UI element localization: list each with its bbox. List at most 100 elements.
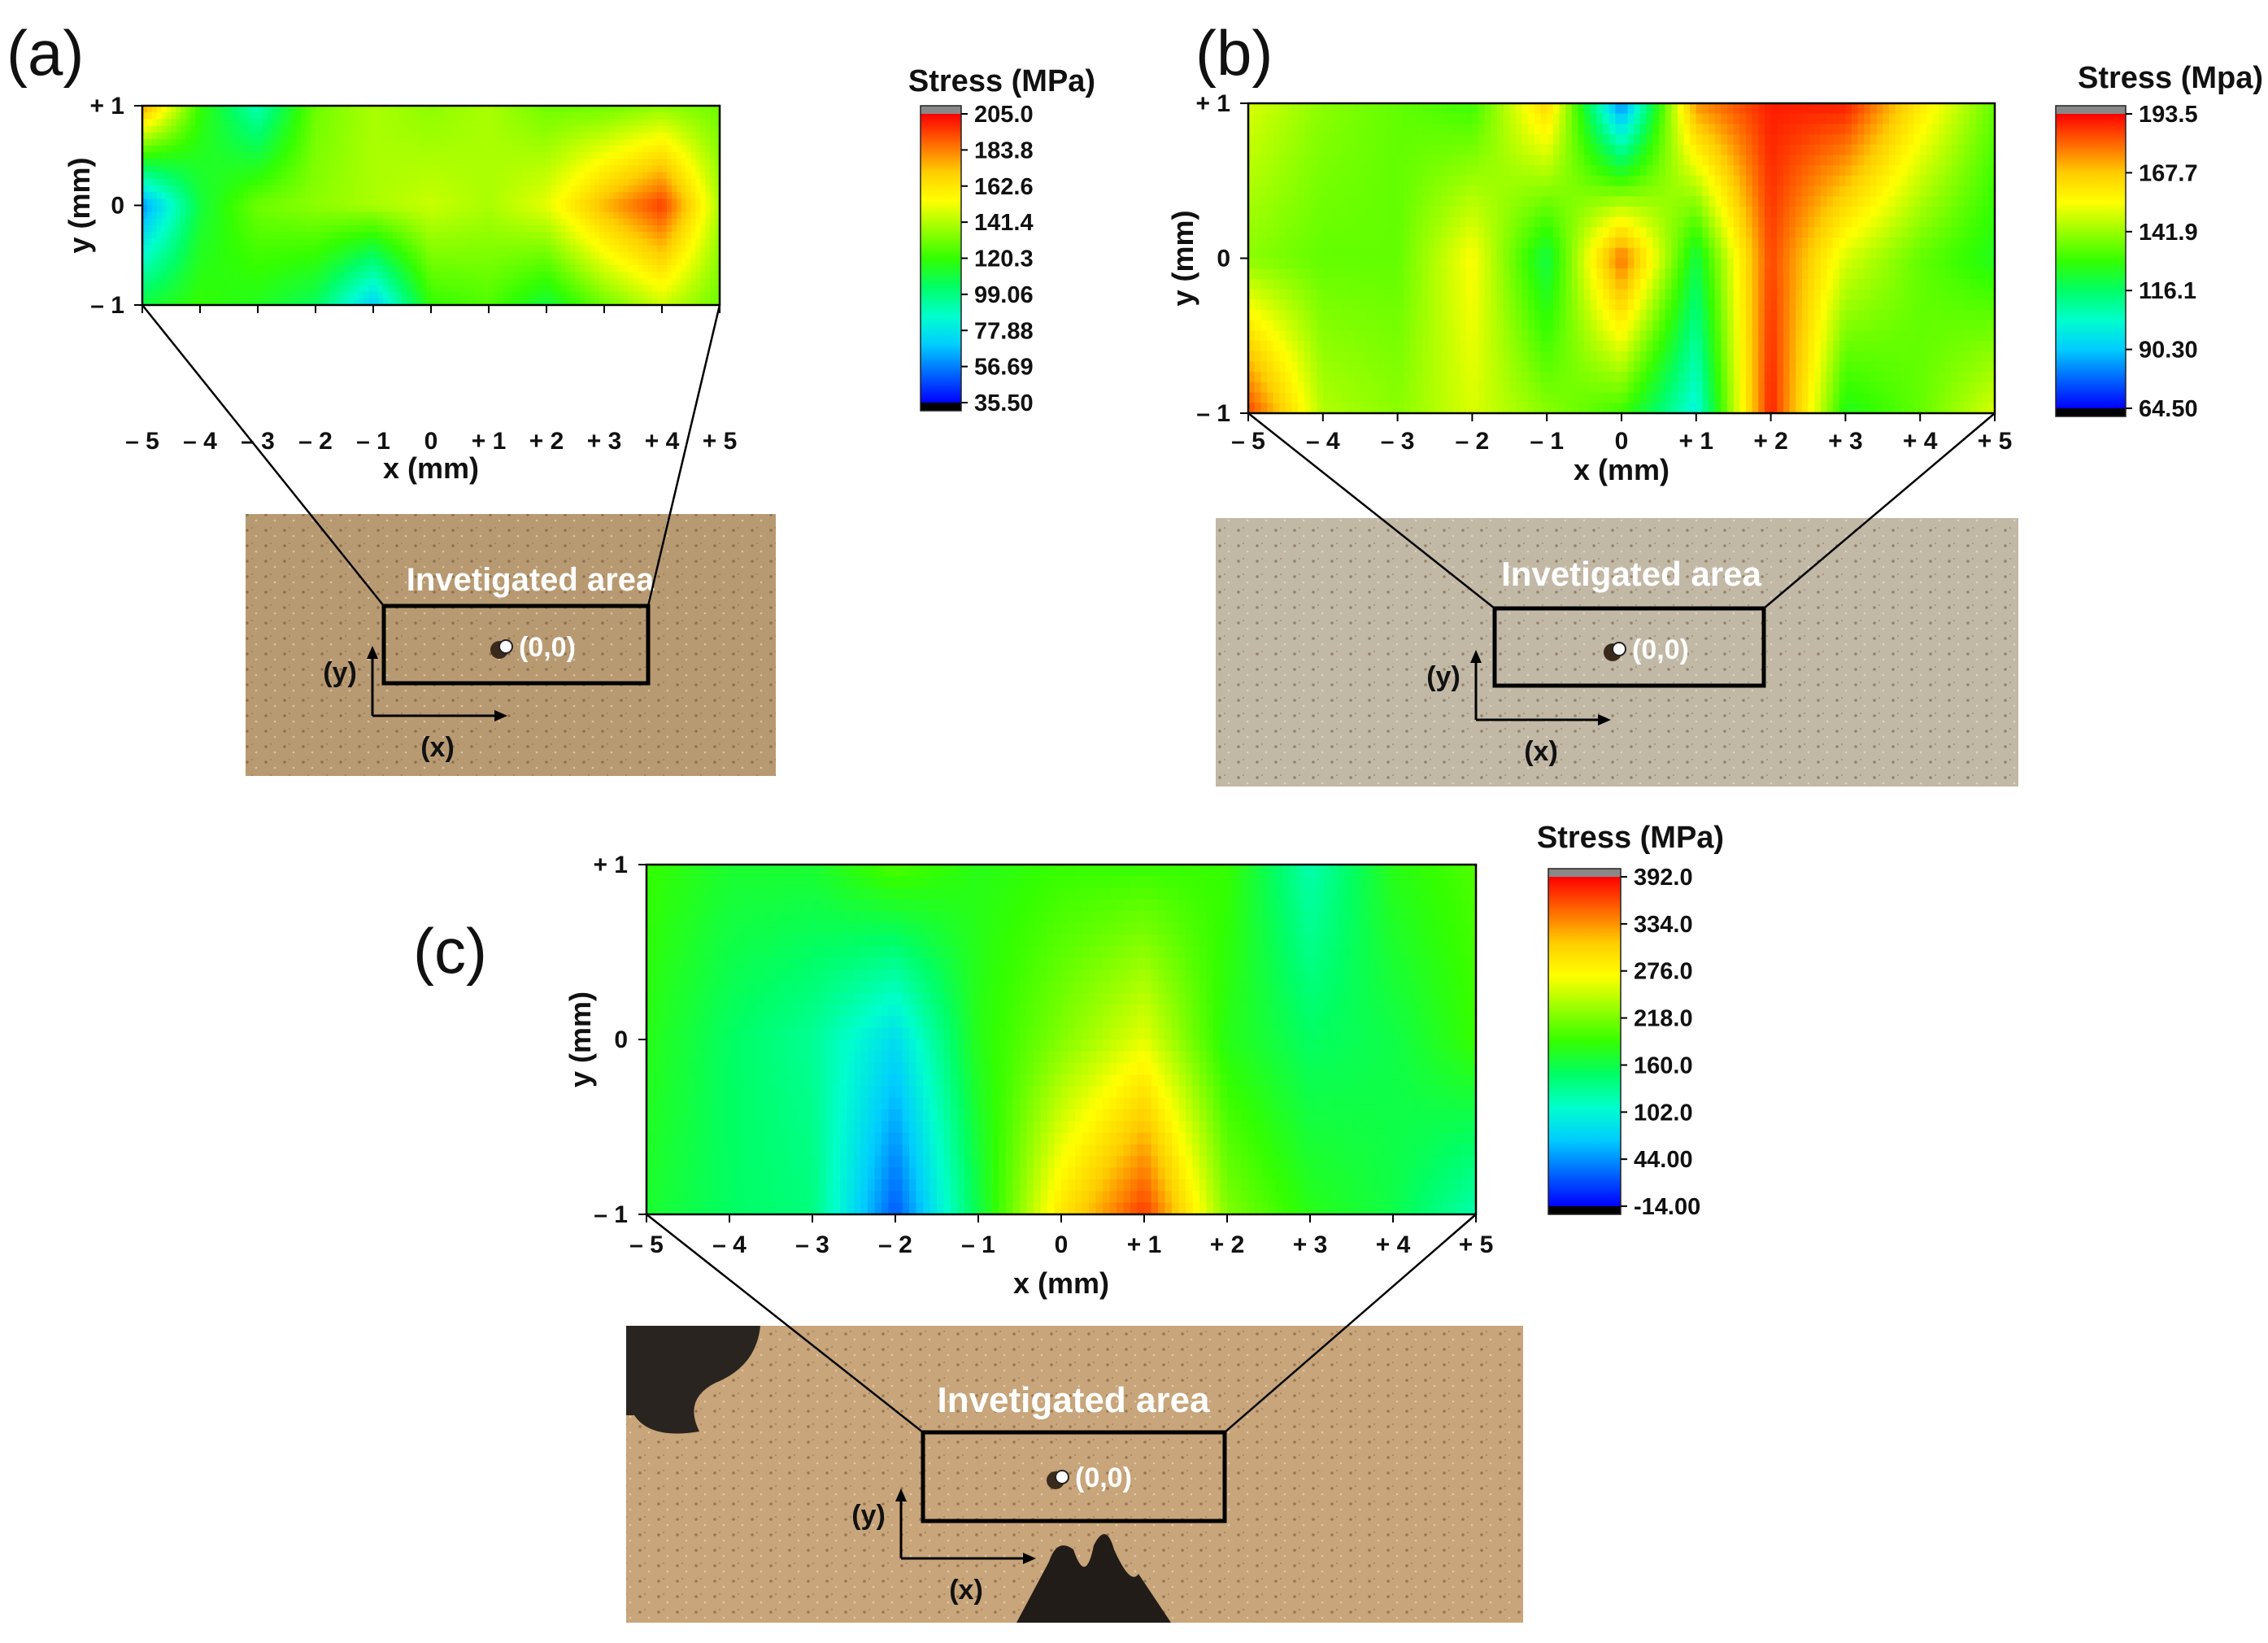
x-tick-label: – 1 [1530,428,1564,455]
y-tick-label: 0 [111,193,124,220]
zoom-line-right [1763,412,1996,609]
x-tick-label: + 4 [645,428,680,455]
y-tick-label: + 1 [1195,90,1230,117]
colorbar-label: 141.4 [974,210,1034,236]
origin-label: (0,0) [1075,1462,1132,1493]
x-axis-title: x (mm) [383,451,479,485]
x-tick-label: + 3 [587,428,622,455]
x-tick-label: – 2 [1456,428,1490,455]
y-arrow-head [895,1488,907,1501]
y-arrow-label: (y) [323,657,357,688]
colorbar-label: 160.0 [1634,1052,1693,1079]
zoom-line-right [646,304,721,607]
specimen-photo-a: Invetigated area (0,0) (y) (x) [246,514,776,776]
x-tick-label: + 2 [529,428,564,455]
y-axis-title: y (mm) [63,157,96,253]
y-arrow-label: (y) [851,1500,886,1531]
x-arrow-head [1598,714,1611,726]
colorbar-label: 99.06 [974,282,1034,308]
contour-plot-c [645,863,1478,1216]
origin-dot [1612,642,1626,656]
investigated-area-box [921,1430,1227,1523]
investigated-area-label: Invetigated area [937,1380,1210,1420]
origin-dot [1055,1470,1069,1484]
contour-field [646,865,1477,1215]
x-tick-label: + 5 [1978,428,2013,455]
x-tick-label: + 4 [1903,428,1938,455]
contour-field [1248,103,1996,414]
x-tick-label: – 4 [1306,428,1340,455]
colorbar-label: 167.7 [2139,160,2198,186]
investigated-area-box [381,604,651,686]
colorbar-label: 116.1 [2139,278,2196,304]
colorbar-label: 162.6 [974,174,1034,200]
x-tick-label: + 3 [1828,428,1863,455]
burnt-region [626,1326,760,1434]
y-tick-label: + 1 [593,852,628,878]
x-tick-label: – 5 [1231,428,1265,455]
colorbar-under-cap [2056,408,2126,416]
x-axis-title: x (mm) [1013,1266,1109,1300]
x-axis: – 5 – 4 – 3 – 2 – 1 0 + 1 + 2 + 3 + 4 + 5 [1231,413,2012,455]
colorbar-label: 90.30 [2139,338,2198,364]
x-tick-label: – 3 [1381,428,1415,455]
x-tick-label: – 5 [629,1231,664,1258]
x-tick-label: + 5 [1459,1231,1494,1258]
specimen-photo-b: Invetigated area (0,0) (y) (x) [1216,518,2018,787]
colorbar-label: 218.0 [1634,1006,1693,1032]
origin-dot [498,639,513,654]
x-tick-label: + 5 [703,428,738,455]
colorbar-over-cap [921,106,961,114]
x-tick-label: 0 [1055,1231,1069,1258]
specimen-photo-c: Invetigated area (0,0) (y) (x) [626,1326,1523,1623]
colorbar-label: 193.5 [2139,102,2198,128]
y-axis: + 1 0 – 1 [89,93,142,319]
x-tick-label: – 1 [356,428,390,455]
x-tick-label: + 1 [1127,1231,1162,1258]
panel-letter-c: (c) [413,915,487,987]
colorbar-gradient [1548,877,1621,1206]
x-tick-label: – 4 [183,428,217,455]
x-tick-label: – 3 [795,1231,829,1258]
y-arrow-label: (y) [1426,661,1460,692]
contour-field [142,106,720,306]
x-tick-label: + 1 [472,428,507,455]
colorbar-label: 183.8 [974,137,1034,163]
zoom-line-left [646,1214,924,1433]
colorbar-label: 35.50 [974,390,1034,416]
y-axis: + 1 0 – 1 [1195,90,1248,427]
investigated-area-label: Invetigated area [407,562,655,598]
colorbar-label: 64.50 [2139,396,2198,422]
y-axis-title: y (mm) [1166,210,1199,306]
zoom-lines-layer [141,304,1996,1433]
contour-plot-b [1247,102,1996,415]
contour-plot-a [141,104,721,307]
origin-label: (0,0) [1632,634,1689,665]
x-arrow-label: (x) [1524,736,1558,767]
x-tick-label: 0 [424,428,438,455]
colorbar-label: 120.3 [974,246,1034,272]
y-tick-label: 0 [614,1026,628,1053]
plots-layer: Stress (MPa) 205.0 183.8 162.6 141.4 120.3 99.… [141,61,2263,1220]
colorbar-title: Stress (MPa) [908,64,1095,98]
x-axis-title: x (mm) [1574,453,1669,486]
y-axis-title: y (mm) [564,991,597,1087]
colorbar-label: 44.00 [1634,1147,1693,1173]
colorbar-over-cap [1548,869,1621,877]
x-axis: – 5 – 4 – 3 – 2 – 1 0 + 1 + 2 + 3 + 4 + 5 [629,1214,1493,1258]
x-tick-label: + 2 [1210,1231,1245,1258]
x-tick-label: + 4 [1376,1231,1411,1258]
x-tick-label: – 5 [125,428,159,455]
panel-letter-a: (a) [7,17,84,89]
y-tick-label: – 1 [90,292,124,319]
x-tick-label: – 3 [241,428,275,455]
colorbar-over-cap [2056,106,2126,114]
colorbar-title: Stress (MPa) [1537,821,1724,855]
zoom-line-left [141,304,385,607]
x-tick-label: – 2 [298,428,333,455]
colorbar-label: 334.0 [1634,912,1693,938]
colorbar-label: 56.69 [974,355,1034,381]
colorbar-title: Stress (Mpa) [2078,61,2263,95]
